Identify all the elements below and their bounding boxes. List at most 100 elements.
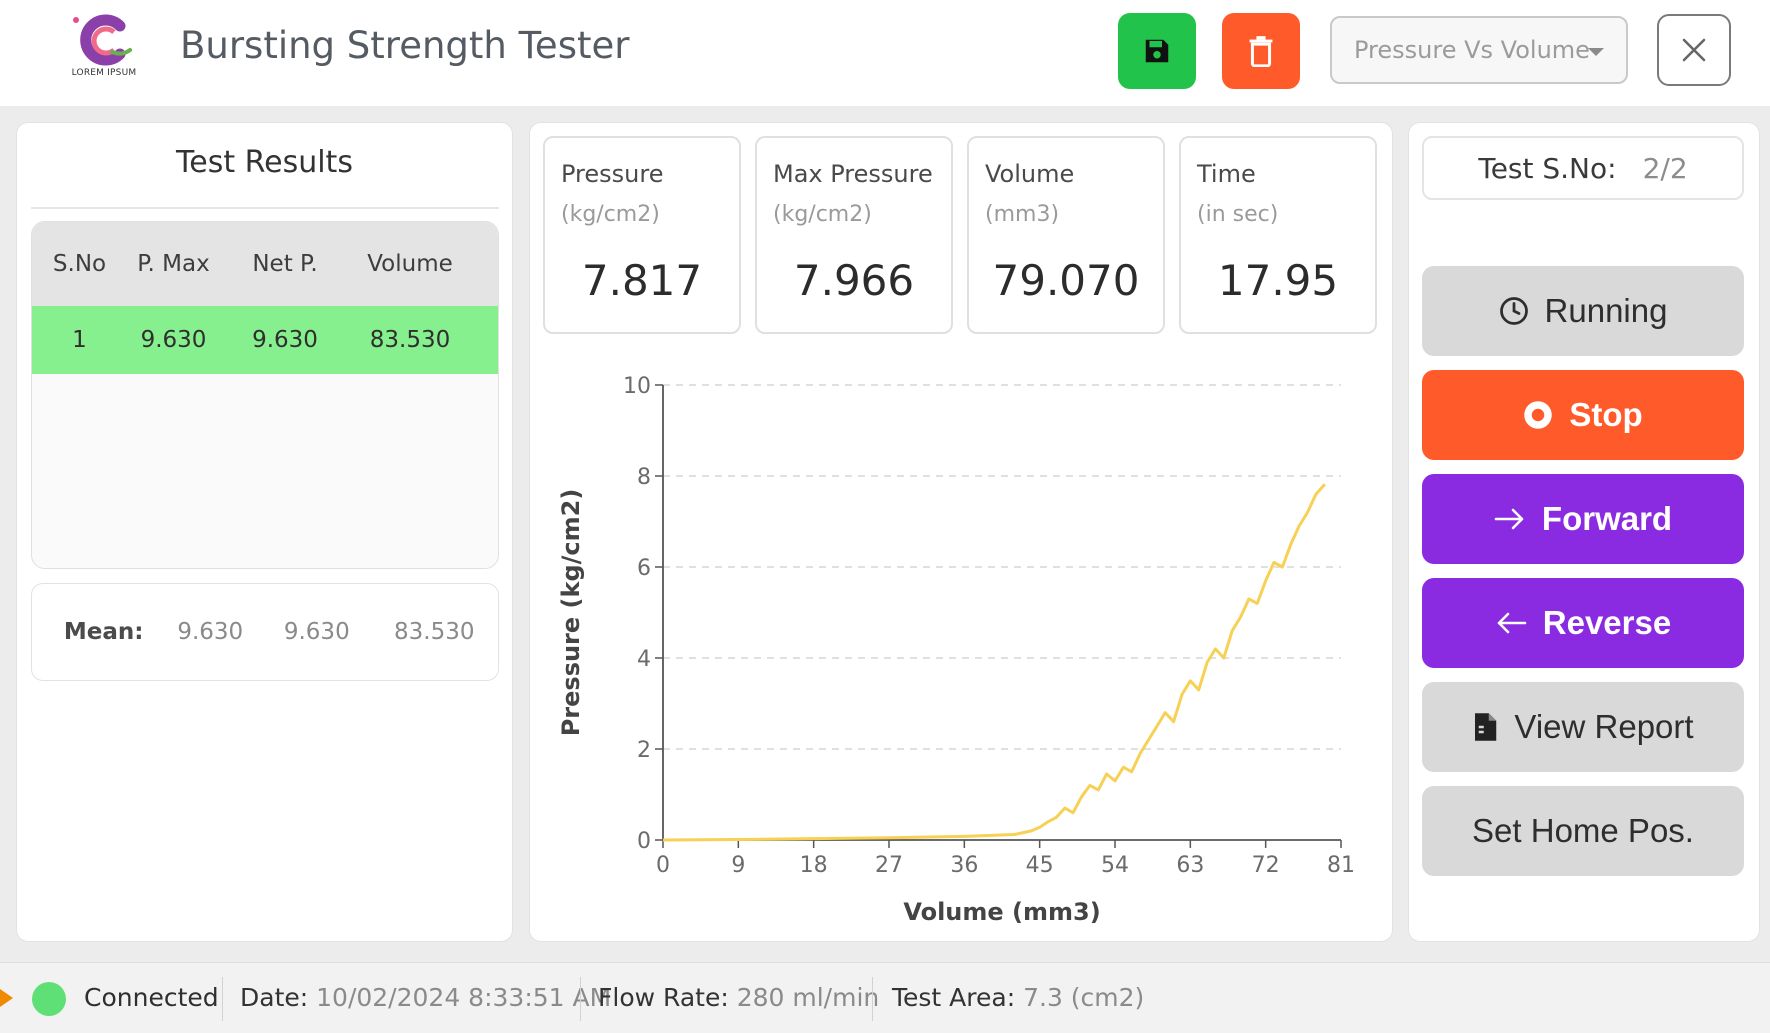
x-tick-label: 18: [800, 853, 828, 878]
series-line: [662, 483, 1326, 842]
test-sno-value: 2/2: [1642, 151, 1688, 185]
column-header-volume: Volume: [367, 251, 453, 277]
running-button[interactable]: Running: [1422, 266, 1744, 356]
flow-rate-display: Flow Rate: 280 ml/min: [598, 983, 879, 1012]
delete-button[interactable]: [1222, 13, 1300, 89]
flow-rate-label: Flow Rate:: [598, 983, 729, 1012]
connection-status-icon: [32, 982, 66, 1016]
chart-view-select[interactable]: Pressure Vs Volume: [1330, 16, 1628, 84]
cell-netp: 9.630: [252, 327, 318, 353]
mean-summary: Mean: 9.630 9.630 83.530: [31, 583, 499, 681]
x-axis-label: Volume (mm3): [903, 898, 1100, 926]
mean-label: Mean:: [63, 619, 144, 645]
table-row[interactable]: 1 9.630 9.630 83.530: [32, 306, 498, 374]
forward-label: Forward: [1541, 500, 1673, 537]
y-tick-label: 0: [637, 829, 651, 854]
cell-volume: 83.530: [369, 327, 451, 353]
x-tick-label: 72: [1252, 853, 1280, 878]
test-sno-box: Test S.No: 2/2: [1422, 136, 1744, 200]
x-tick-label: 54: [1101, 853, 1129, 878]
test-area-label: Test Area:: [892, 983, 1016, 1012]
company-logo: LOREM IPSUM: [64, 12, 144, 84]
pressure-value: 7.817: [581, 256, 703, 305]
view-report-label: View Report: [1514, 708, 1694, 745]
y-tick-label: 10: [623, 374, 651, 399]
chart-view-select-value: Pressure Vs Volume: [1354, 36, 1590, 64]
y-tick-label: 4: [637, 647, 651, 672]
y-tick-label: 8: [637, 465, 651, 490]
pressure-unit: (kg/cm2): [561, 202, 660, 227]
arrow-indicator-icon: [0, 989, 13, 1007]
divider: [580, 977, 581, 1021]
arrow-right-icon: [1494, 507, 1526, 531]
date-label: Date:: [240, 983, 309, 1012]
arrow-left-icon: [1495, 611, 1527, 635]
x-tick-label: 63: [1176, 853, 1204, 878]
logo-text: LOREM IPSUM: [71, 68, 137, 78]
cell-pmax: 9.630: [140, 327, 207, 353]
trash-icon: [1249, 36, 1273, 67]
set-home-label: Set Home Pos.: [1472, 812, 1694, 849]
floppy-disk-icon: [1145, 39, 1169, 63]
divider: [872, 977, 873, 1021]
connection-status: Connected: [84, 983, 219, 1012]
close-icon: [1682, 38, 1706, 62]
divider: [31, 207, 499, 209]
stop-button[interactable]: Stop: [1422, 370, 1744, 460]
status-bar: Connected Date: 10/02/2024 8:33:51 AM Fl…: [0, 962, 1770, 1033]
date-value: 10/02/2024 8:33:51 AM: [316, 983, 612, 1012]
column-header-netp: Net P.: [252, 251, 318, 277]
volume-unit: (mm3): [985, 202, 1060, 227]
divider: [222, 977, 223, 1021]
max-pressure-card: Max Pressure (kg/cm2) 7.966: [755, 136, 953, 334]
time-unit: (in sec): [1197, 202, 1279, 227]
close-button[interactable]: [1657, 14, 1731, 86]
reverse-label: Reverse: [1542, 604, 1672, 641]
view-report-button[interactable]: View Report: [1422, 682, 1744, 772]
volume-label: Volume: [985, 160, 1075, 188]
pressure-card: Pressure (kg/cm2) 7.817: [543, 136, 741, 334]
logo-mark-icon: [73, 14, 132, 66]
x-tick-label: 9: [731, 853, 745, 878]
stop-circle-icon: [1523, 400, 1553, 430]
max-pressure-value: 7.966: [793, 256, 915, 305]
app-header: LOREM IPSUM Bursting Strength Tester Pre…: [0, 0, 1770, 106]
x-tick-label: 0: [656, 853, 670, 878]
x-tick-label: 81: [1327, 853, 1355, 878]
results-table: S.No P. Max Net P. Volume 1 9.630 9.630 …: [31, 221, 499, 569]
x-tick-label: 36: [950, 853, 978, 878]
forward-button[interactable]: Forward: [1422, 474, 1744, 564]
page-title: Bursting Strength Tester: [180, 24, 630, 67]
y-tick-label: 2: [637, 738, 651, 763]
reverse-button[interactable]: Reverse: [1422, 578, 1744, 668]
mean-netp: 9.630: [283, 619, 350, 645]
date-display: Date: 10/02/2024 8:33:51 AM: [240, 983, 611, 1012]
save-button[interactable]: [1118, 13, 1196, 89]
column-header-sno: S.No: [52, 251, 107, 277]
pressure-label: Pressure: [561, 160, 664, 188]
y-tick-label: 6: [637, 556, 651, 581]
time-value: 17.95: [1217, 256, 1339, 305]
mean-volume: 83.530: [394, 619, 475, 645]
report-file-icon: [1472, 712, 1498, 742]
time-label: Time: [1197, 160, 1256, 188]
flow-rate-value: 280 ml/min: [736, 983, 880, 1012]
set-home-button[interactable]: Set Home Pos.: [1422, 786, 1744, 876]
table-header: S.No P. Max Net P. Volume: [32, 222, 498, 306]
test-area-display: Test Area: 7.3 (cm2): [892, 983, 1144, 1012]
volume-card: Volume (mm3) 79.070: [967, 136, 1165, 334]
max-pressure-unit: (kg/cm2): [773, 202, 872, 227]
clock-icon: [1499, 296, 1529, 326]
test-sno-label: Test S.No:: [1478, 151, 1617, 185]
y-axis-label: Pressure (kg/cm2): [557, 489, 585, 737]
test-area-value: 7.3 (cm2): [1023, 983, 1145, 1012]
time-card: Time (in sec) 17.95: [1179, 136, 1377, 334]
running-label: Running: [1544, 292, 1668, 329]
x-tick-label: 45: [1026, 853, 1054, 878]
stop-label: Stop: [1569, 396, 1643, 433]
test-results-panel: Test Results S.No P. Max Net P. Volume 1…: [16, 122, 513, 942]
max-pressure-label: Max Pressure: [773, 160, 933, 188]
chevron-down-icon: [1588, 48, 1604, 56]
results-title: Test Results: [176, 145, 353, 180]
mean-pmax: 9.630: [177, 619, 244, 645]
